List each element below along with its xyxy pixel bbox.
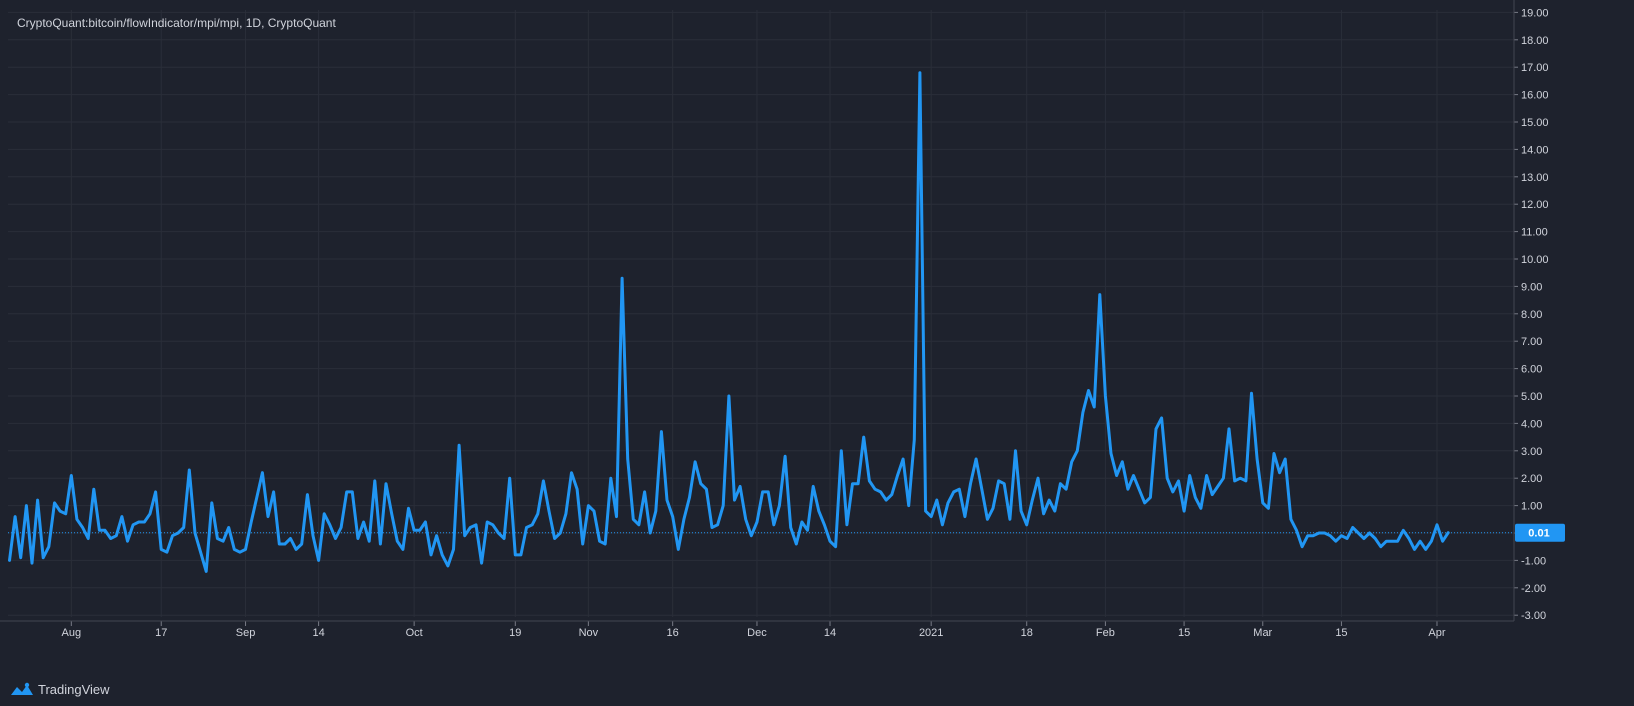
x-tick-label: Oct bbox=[406, 627, 423, 639]
grid-layer bbox=[8, 10, 1514, 617]
y-tick-label: 13.00 bbox=[1521, 172, 1549, 184]
x-tick-label: 14 bbox=[312, 627, 324, 639]
x-tick-label: 18 bbox=[1021, 627, 1033, 639]
y-tick-label: 10.00 bbox=[1521, 254, 1549, 266]
y-tick-label: 14.00 bbox=[1521, 144, 1549, 156]
y-tick-label: -2.00 bbox=[1521, 583, 1546, 595]
y-tick-label: 5.00 bbox=[1521, 391, 1542, 403]
x-tick-label: Dec bbox=[747, 627, 767, 639]
y-tick-label: 18.00 bbox=[1521, 35, 1549, 47]
chart-legend-title: CryptoQuant:bitcoin/flowIndicator/mpi/mp… bbox=[17, 16, 336, 30]
y-tick-label: 4.00 bbox=[1521, 418, 1542, 430]
label-layer: 0.01 bbox=[8, 523, 1565, 542]
y-tick-label: 2.00 bbox=[1521, 473, 1542, 485]
x-tick-label: 15 bbox=[1335, 627, 1347, 639]
y-tick-label: 12.00 bbox=[1521, 199, 1549, 211]
x-tick-label: 2021 bbox=[919, 627, 943, 639]
brand-name: TradingView bbox=[38, 681, 110, 697]
y-tick-label: 1.00 bbox=[1521, 501, 1542, 513]
x-tick-label: 16 bbox=[667, 627, 679, 639]
x-tick-label: 15 bbox=[1178, 627, 1190, 639]
y-tick-label: 15.00 bbox=[1521, 117, 1549, 129]
x-tick-label: 14 bbox=[824, 627, 836, 639]
x-tick-label: Feb bbox=[1096, 627, 1115, 639]
y-tick-label: 6.00 bbox=[1521, 364, 1542, 376]
series-line-mpi[interactable] bbox=[8, 71, 1450, 573]
x-tick-label: 17 bbox=[155, 627, 167, 639]
tradingview-brand-link[interactable]: TradingView bbox=[10, 680, 110, 698]
axis-layer: 19.00 18.00 17.00 16.00 15.00 14.00 13.00 12.00… bbox=[0, 0, 1549, 639]
y-tick-label: 16.00 bbox=[1521, 90, 1549, 102]
y-tick-label: -3.00 bbox=[1521, 610, 1546, 622]
x-tick-label: Apr bbox=[1428, 627, 1445, 639]
last-value-label: 0.01 bbox=[1528, 528, 1549, 540]
y-tick-label: 8.00 bbox=[1521, 309, 1542, 321]
x-tick-label: Sep bbox=[236, 627, 256, 639]
y-tick-label: 7.00 bbox=[1521, 336, 1542, 348]
y-tick-label: 17.00 bbox=[1521, 62, 1549, 74]
x-tick-label: Aug bbox=[62, 627, 82, 639]
y-tick-label: 11.00 bbox=[1521, 227, 1548, 239]
y-tick-label: 19.00 bbox=[1521, 7, 1549, 19]
last-value-badge bbox=[1515, 523, 1565, 542]
x-tick-label: Mar bbox=[1253, 627, 1272, 639]
series-layer bbox=[8, 71, 1450, 573]
x-tick-label: Nov bbox=[579, 627, 599, 639]
y-tick-label: 3.00 bbox=[1521, 446, 1542, 458]
y-tick-label: -1.00 bbox=[1521, 555, 1546, 567]
tradingview-logo-icon bbox=[11, 682, 33, 695]
y-tick-label: 9.00 bbox=[1521, 281, 1542, 293]
x-tick-label: 19 bbox=[509, 627, 521, 639]
